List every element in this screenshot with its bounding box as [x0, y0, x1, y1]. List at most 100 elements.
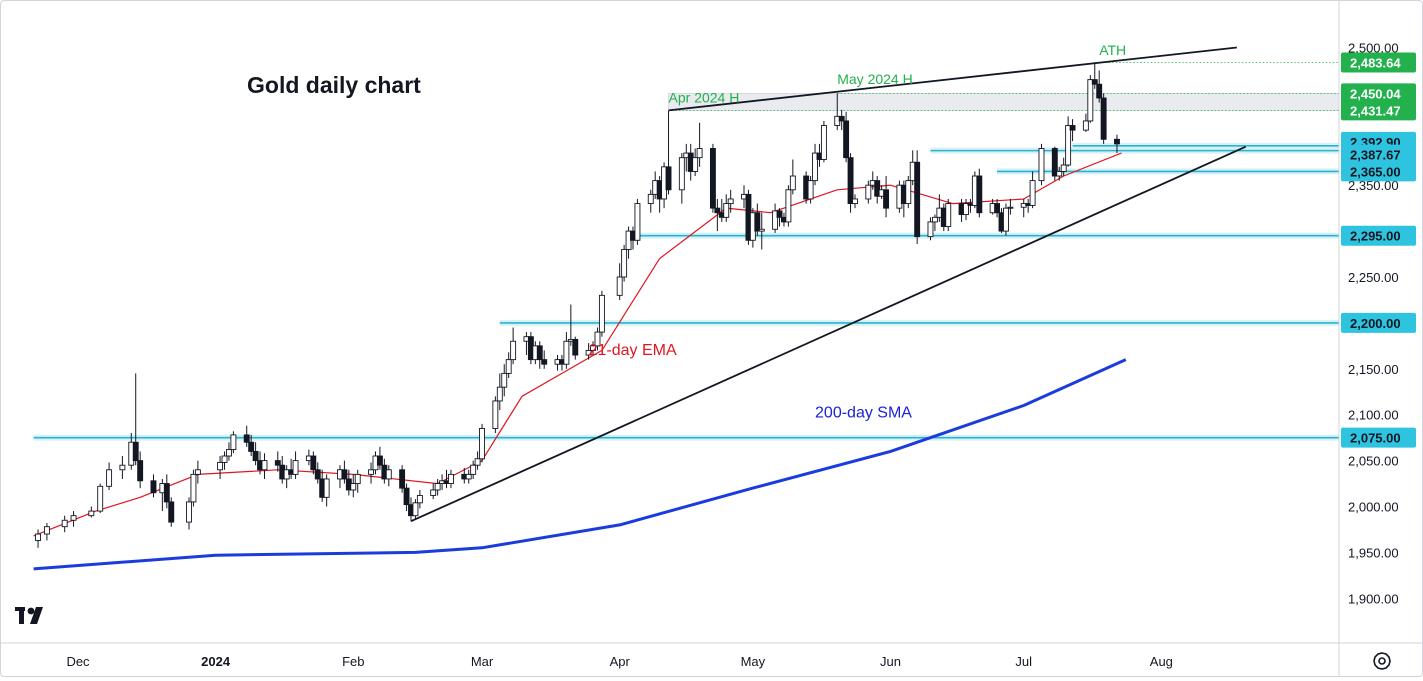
- candle: [412, 499, 419, 520]
- candle: [70, 511, 77, 527]
- candle: [168, 497, 175, 527]
- trendline[interactable]: [668, 46, 1237, 112]
- candle: [820, 120, 827, 163]
- candle: [434, 478, 441, 496]
- candle: [1087, 75, 1094, 123]
- candle: [812, 143, 818, 186]
- candle: [190, 469, 197, 507]
- candle: [1029, 171, 1036, 209]
- price-tag: 2,450.04: [1341, 83, 1416, 104]
- y-tick-label: 2,500.00: [1348, 41, 1399, 56]
- candle: [883, 176, 890, 218]
- candle: [35, 529, 41, 548]
- x-tick-label: Mar: [471, 654, 494, 669]
- candle: [350, 474, 357, 498]
- candle: [616, 263, 623, 300]
- x-tick-label: Aug: [1150, 654, 1173, 669]
- candle: [261, 453, 268, 479]
- candle: [470, 460, 477, 479]
- candle: [341, 460, 348, 484]
- candle: [314, 462, 321, 484]
- candle: [1065, 116, 1072, 167]
- price-tag: 2,075.00: [1341, 427, 1416, 448]
- candle: [385, 465, 392, 487]
- candle: [905, 176, 912, 209]
- candle: [963, 198, 969, 221]
- candle: [226, 442, 232, 461]
- candle: [847, 153, 854, 213]
- y-tick-label: 1,900.00: [1348, 591, 1399, 606]
- candle: [572, 336, 579, 360]
- candle: [430, 483, 437, 500]
- candle: [692, 148, 699, 177]
- y-tick-label: 2,100.00: [1348, 408, 1399, 423]
- x-tick-label: May: [741, 654, 766, 669]
- candle: [1038, 143, 1045, 186]
- candle: [292, 451, 299, 479]
- candle: [1060, 157, 1067, 177]
- annotation-label: 200-day SMA: [815, 404, 912, 421]
- price-tag: 2,295.00: [1341, 225, 1416, 246]
- svg-text:2,387.67: 2,387.67: [1350, 148, 1401, 163]
- y-tick-label: 2,050.00: [1348, 454, 1399, 469]
- candle: [416, 489, 423, 509]
- candle: [1007, 198, 1014, 215]
- candle: [789, 159, 796, 195]
- candle: [186, 497, 192, 530]
- price-tag: 2,365.00: [1341, 161, 1416, 182]
- annotation-label: Apr 2024 H: [669, 90, 740, 106]
- y-tick-label: 1,950.00: [1348, 545, 1399, 560]
- candle: [678, 153, 685, 204]
- candle: [119, 456, 126, 479]
- candle: [399, 465, 406, 493]
- x-tick-label: Jul: [1015, 654, 1032, 669]
- candle: [945, 198, 952, 232]
- svg-text:2,295.00: 2,295.00: [1350, 229, 1401, 244]
- x-tick-label: Feb: [342, 654, 364, 669]
- x-tick-label: Dec: [66, 654, 90, 669]
- x-tick-label: Apr: [610, 654, 631, 669]
- candle: [448, 469, 454, 489]
- svg-text:2,450.04: 2,450.04: [1350, 86, 1401, 101]
- trendline[interactable]: [410, 145, 1247, 523]
- candle: [874, 176, 881, 204]
- candle: [97, 483, 104, 513]
- candle: [248, 434, 255, 457]
- candle: [852, 194, 858, 209]
- y-tick-label: 2,150.00: [1348, 362, 1399, 377]
- candle: [585, 343, 592, 360]
- candle: [376, 446, 383, 470]
- candle: [479, 423, 485, 463]
- candle: [194, 460, 201, 484]
- candle: [843, 111, 850, 163]
- annotation-label: ATH: [1099, 42, 1126, 58]
- candle: [1056, 166, 1063, 181]
- candle: [88, 506, 95, 518]
- tradingview-logo[interactable]: [15, 607, 43, 624]
- candle: [594, 327, 601, 351]
- candle: [501, 364, 508, 397]
- settings-gear-icon[interactable]: [1373, 652, 1391, 670]
- candle: [252, 442, 259, 466]
- candle: [634, 198, 641, 245]
- svg-text:2,483.64: 2,483.64: [1350, 56, 1401, 71]
- candle: [621, 244, 628, 282]
- candle: [785, 185, 792, 227]
- candle: [496, 373, 503, 411]
- x-tick-label: Jun: [880, 654, 901, 669]
- candle: [647, 189, 654, 213]
- candle: [163, 474, 170, 509]
- candle: [976, 168, 983, 218]
- candle: [274, 451, 281, 472]
- candle: [714, 198, 721, 232]
- candle: [590, 341, 596, 356]
- price-tag: 2,387.67: [1341, 144, 1416, 165]
- price-tag: 2,431.47: [1341, 100, 1416, 121]
- candle: [807, 176, 814, 204]
- svg-text:2,431.47: 2,431.47: [1350, 103, 1401, 118]
- candle: [106, 462, 113, 490]
- candle: [931, 214, 938, 232]
- candle: [43, 523, 50, 541]
